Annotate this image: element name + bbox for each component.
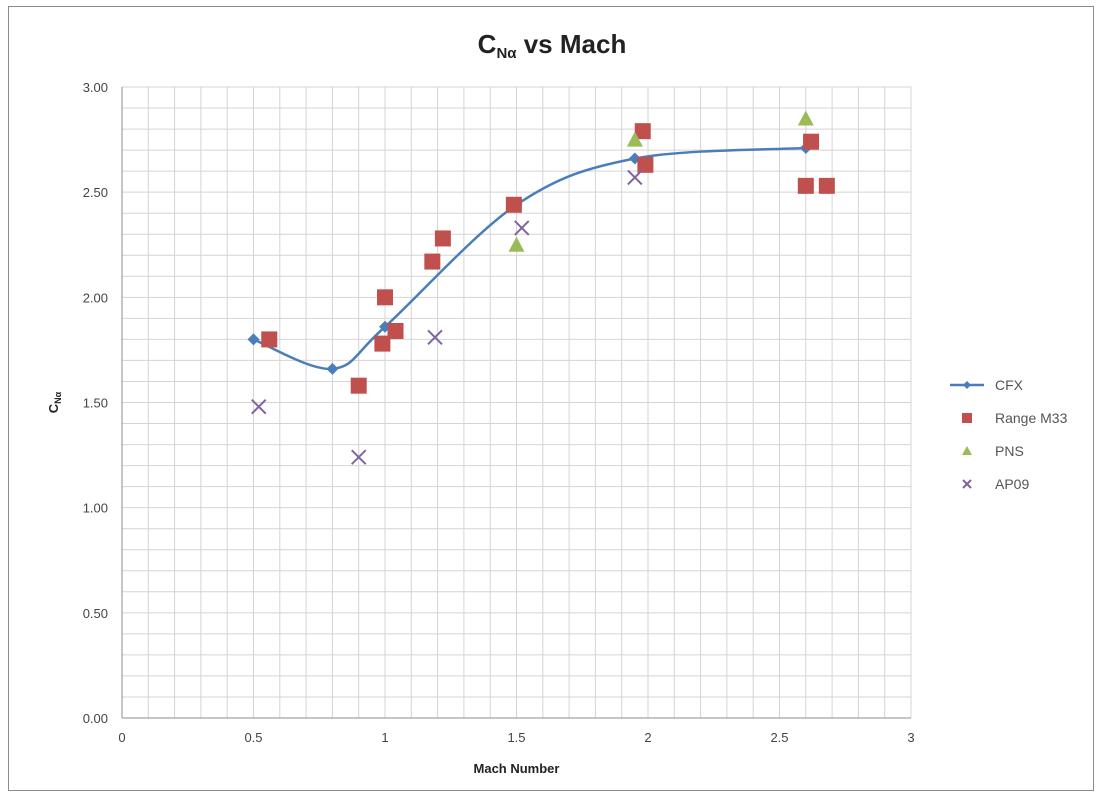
- series-ap09-point: [251, 398, 267, 415]
- y-tick-label: 0.00: [83, 711, 108, 726]
- series-pns: [508, 110, 814, 252]
- legend-item-ap09: AP09: [962, 476, 1029, 492]
- y-tick-label: 2.50: [83, 185, 108, 200]
- series-ap09-point-stroke: [627, 169, 643, 186]
- y-axis-label-subscript: Nα: [53, 391, 63, 403]
- series-range-m33-point: [797, 177, 814, 194]
- series-range-m33-point: [634, 123, 651, 140]
- series-ap09-point: [427, 329, 443, 346]
- legend-swatch-marker: [963, 381, 971, 389]
- y-tick-label: 2.00: [83, 290, 108, 305]
- series-range-m33-point: [350, 377, 367, 394]
- legend-label: Range M33: [995, 410, 1068, 426]
- x-tick-label: 0.5: [244, 730, 262, 745]
- legend-label: AP09: [995, 476, 1029, 492]
- y-tick-label: 0.50: [83, 606, 108, 621]
- series-ap09: [251, 169, 643, 465]
- x-tick-label: 2.5: [770, 730, 788, 745]
- legend-item-range-m33: Range M33: [962, 410, 1068, 426]
- y-tick-label: 1.50: [83, 396, 108, 411]
- tick-labels: 0 0.5 1 1.5 2 2.5 3 0.00 0.50 1.00 1.50 2.00 2.50 3.0…: [83, 80, 915, 745]
- series-range-m33: [261, 123, 835, 394]
- series-cfx-point: [247, 333, 260, 346]
- series-ap09-point-stroke: [514, 220, 530, 236]
- series-cfx-line: [253, 146, 806, 371]
- series-range-m33-point: [637, 156, 654, 173]
- x-tick-label: 1.5: [507, 730, 525, 745]
- series-range-m33-point: [505, 196, 522, 213]
- legend-swatch-marker: [962, 446, 972, 455]
- series-range-m33-point: [803, 133, 820, 150]
- series-range-m33-point: [374, 335, 391, 352]
- series-range-m33-point: [387, 322, 404, 339]
- series-range-m33-point: [424, 253, 441, 270]
- series-ap09-point: [514, 220, 530, 236]
- y-axis-label-main: C: [46, 403, 61, 413]
- series-range-m33-point: [434, 230, 451, 247]
- y-tick-label: 1.00: [83, 501, 108, 516]
- series-ap09-point-stroke: [251, 398, 267, 415]
- legend: CFX Range M33 PNS AP09: [950, 377, 1068, 492]
- legend-swatch-marker: [962, 413, 972, 423]
- legend-item-pns: PNS: [962, 443, 1024, 459]
- x-tick-label: 0: [118, 730, 125, 745]
- legend-item-cfx: CFX: [950, 377, 1024, 393]
- series-range-m33-point: [818, 177, 835, 194]
- x-tick-label: 1: [381, 730, 388, 745]
- series-pns-point: [508, 236, 525, 252]
- chart-title-rest: vs Mach: [516, 29, 627, 59]
- chart-title: CNα vs Mach: [9, 29, 1095, 62]
- y-axis-label: CNα: [46, 391, 63, 413]
- legend-label: CFX: [995, 377, 1024, 393]
- x-tick-label: 2: [644, 730, 651, 745]
- series-pns-point: [626, 131, 643, 147]
- x-axis-label: Mach Number: [474, 761, 560, 776]
- series-ap09-point-stroke: [350, 449, 367, 465]
- chart-title-subscript: Nα: [496, 45, 517, 62]
- series-range-m33-point: [261, 331, 278, 348]
- legend-swatch-marker: [962, 479, 972, 489]
- axes: [121, 87, 911, 719]
- series-cfx-point: [326, 362, 339, 375]
- series-ap09-point: [350, 449, 367, 465]
- x-tick-label: 3: [907, 730, 914, 745]
- data-series: [247, 110, 835, 465]
- chart-title-main: C: [477, 29, 497, 59]
- legend-label: PNS: [995, 443, 1024, 459]
- series-pns-point: [797, 110, 814, 126]
- series-ap09-point: [627, 169, 643, 186]
- series-range-m33-point: [377, 289, 393, 306]
- chart-frame: CNα vs Mach: [8, 6, 1094, 791]
- y-tick-label: 3.00: [83, 80, 108, 95]
- series-ap09-point-stroke: [427, 329, 443, 346]
- legend-swatch-marker-stroke: [962, 479, 972, 489]
- grid-lines: [121, 86, 912, 719]
